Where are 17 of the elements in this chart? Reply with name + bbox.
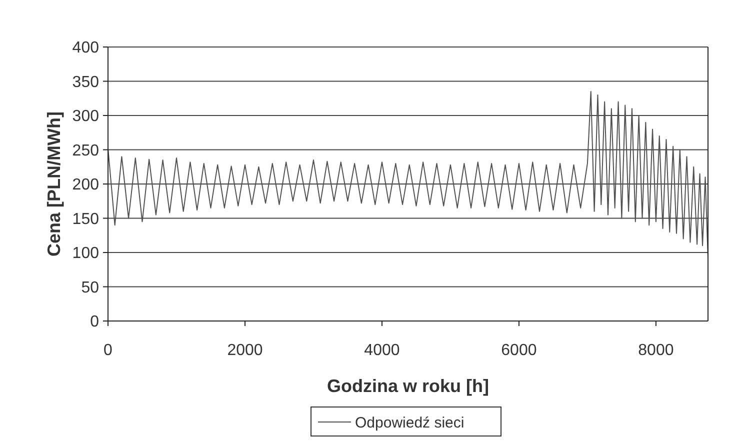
y-tick-label: 150 — [72, 210, 100, 228]
y-tick-label: 400 — [72, 40, 100, 57]
x-tick-label: 6000 — [501, 342, 537, 359]
x-tick-label: 0 — [104, 342, 113, 359]
legend-label: Odpowiedź sieci — [355, 414, 464, 432]
y-tick-label: 0 — [90, 314, 100, 331]
y-tick-label: 350 — [72, 74, 100, 91]
y-tick-label: 100 — [72, 245, 100, 262]
x-tick-label: 2000 — [227, 342, 263, 359]
y-tick-label: 50 — [81, 279, 100, 296]
x-tick-label: 8000 — [638, 342, 674, 359]
x-axis-title: Godzina w roku [h] — [327, 376, 489, 396]
y-tick-label: 300 — [72, 108, 100, 126]
y-tick-label: 250 — [72, 142, 100, 160]
y-tick-label: 200 — [72, 176, 100, 194]
x-tick-label: 4000 — [364, 342, 400, 359]
y-axis-title: Cena [PLN/MWh] — [44, 112, 64, 256]
